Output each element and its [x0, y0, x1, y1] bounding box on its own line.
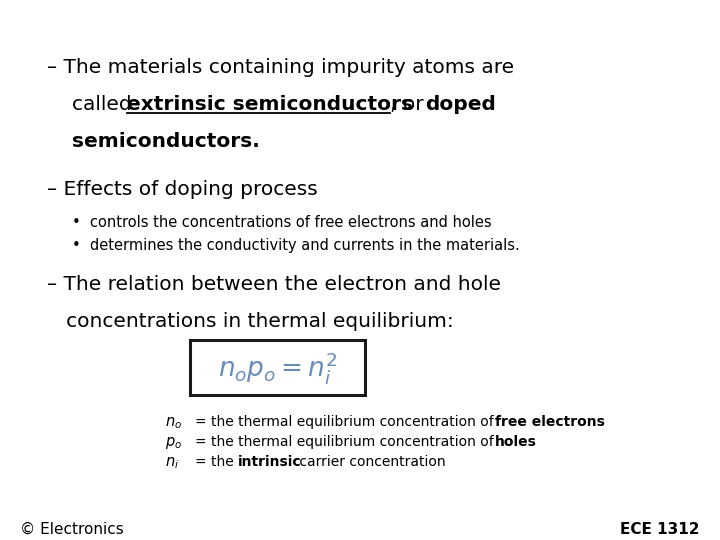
- Text: $p_o$: $p_o$: [165, 435, 182, 451]
- Text: extrinsic semiconductors: extrinsic semiconductors: [127, 95, 413, 114]
- Text: carrier concentration: carrier concentration: [295, 455, 446, 469]
- Text: $n_o p_o = n_i^2$: $n_o p_o = n_i^2$: [217, 349, 338, 386]
- Text: holes: holes: [495, 435, 537, 449]
- Text: intrinsic: intrinsic: [238, 455, 302, 469]
- Text: concentrations in thermal equilibrium:: concentrations in thermal equilibrium:: [47, 312, 454, 331]
- Text: •  controls the concentrations of free electrons and holes: • controls the concentrations of free el…: [72, 215, 492, 230]
- Text: – The materials containing impurity atoms are: – The materials containing impurity atom…: [47, 58, 514, 77]
- Bar: [190, 340, 365, 395]
- Text: © Electronics: © Electronics: [20, 522, 124, 537]
- Text: , or: , or: [390, 95, 430, 114]
- Text: – The relation between the electron and hole: – The relation between the electron and …: [47, 275, 501, 294]
- Text: $n_o$: $n_o$: [165, 415, 182, 431]
- Text: $n_i$: $n_i$: [165, 455, 179, 471]
- Text: – Effects of doping process: – Effects of doping process: [47, 180, 318, 199]
- Text: called: called: [72, 95, 138, 114]
- Text: = the: = the: [195, 455, 238, 469]
- Text: = the thermal equilibrium concentration of: = the thermal equilibrium concentration …: [195, 435, 498, 449]
- Text: •  determines the conductivity and currents in the materials.: • determines the conductivity and curren…: [72, 238, 520, 253]
- Text: = the thermal equilibrium concentration of: = the thermal equilibrium concentration …: [195, 415, 498, 429]
- Text: ECE 1312: ECE 1312: [621, 522, 700, 537]
- Text: free electrons: free electrons: [495, 415, 605, 429]
- Text: doped: doped: [425, 95, 496, 114]
- Text: semiconductors.: semiconductors.: [72, 132, 260, 151]
